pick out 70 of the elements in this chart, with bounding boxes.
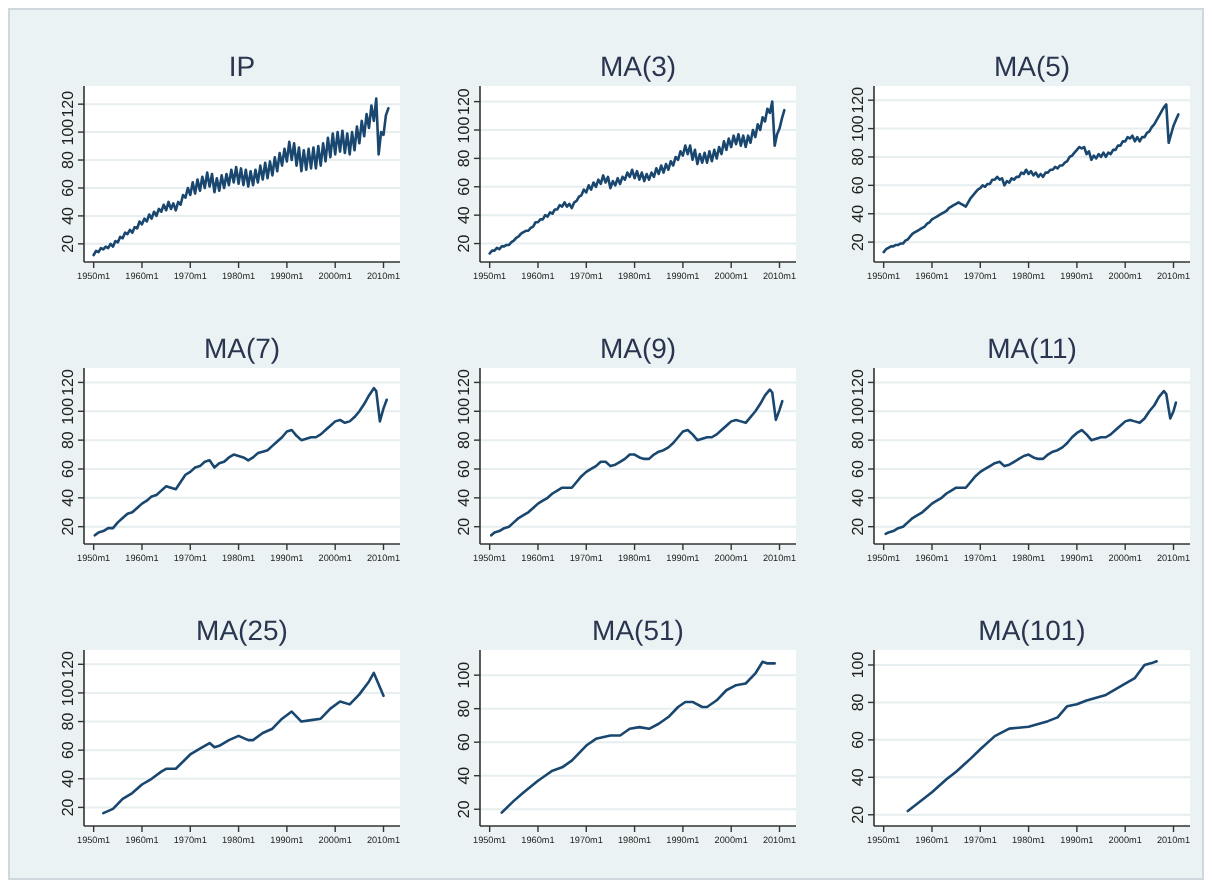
y-tick-label: 60 <box>455 732 473 752</box>
y-tick-label: 40 <box>455 765 473 785</box>
line-series <box>882 103 1180 254</box>
line-series <box>93 386 389 537</box>
line-series <box>92 97 390 257</box>
y-tick-label: 100 <box>59 396 77 425</box>
y-tick-label: 20 <box>455 233 473 253</box>
y-tick-label: 120 <box>849 85 867 114</box>
line-series <box>489 388 784 537</box>
line-series <box>102 671 385 815</box>
y-tick-label: 40 <box>849 767 867 787</box>
y-tick-label: 20 <box>849 232 867 252</box>
line-series <box>906 659 1158 813</box>
y-tick-label: 120 <box>455 367 473 396</box>
y-tick-label: 80 <box>59 150 77 169</box>
y-tick-label: 60 <box>455 176 473 196</box>
chart-title: MA(5) <box>993 50 1071 82</box>
y-tick-label: 40 <box>849 487 867 507</box>
y-tick-label: 60 <box>849 175 867 195</box>
y-tick-label: 20 <box>59 233 77 253</box>
y-tick-label: 120 <box>455 87 473 115</box>
y-tick-label: 100 <box>849 396 867 425</box>
line-series <box>884 389 1178 536</box>
y-tick-label: 40 <box>455 205 473 225</box>
y-tick-label: 80 <box>849 692 867 712</box>
y-tick-label: 60 <box>455 458 473 478</box>
y-tick-label: 100 <box>59 117 77 146</box>
y-tick-label: 80 <box>455 148 473 168</box>
y-tick-label: 100 <box>455 660 473 689</box>
y-tick-label: 40 <box>59 768 77 788</box>
y-tick-label: 120 <box>849 367 867 396</box>
y-tick-label: 80 <box>849 430 867 450</box>
y-tick-label: 20 <box>455 516 473 536</box>
y-tick-label: 80 <box>455 698 473 718</box>
y-tick-label: 20 <box>59 516 77 536</box>
chart-title: MA(51) <box>592 614 684 646</box>
y-tick-label: 100 <box>455 115 473 144</box>
line-series <box>500 660 776 814</box>
y-tick-label: 40 <box>59 205 77 225</box>
y-tick-label: 100 <box>849 650 867 679</box>
y-tick-label: 40 <box>59 487 77 507</box>
chart-title: MA(101) <box>978 614 1086 646</box>
y-tick-label: 100 <box>849 114 867 142</box>
chart-title: MA(11) <box>987 332 1077 364</box>
y-tick-label: 20 <box>59 797 77 817</box>
y-tick-label: 100 <box>59 678 77 707</box>
y-tick-label: 60 <box>59 177 77 197</box>
y-tick-label: 120 <box>59 89 77 118</box>
y-tick-label: 40 <box>849 203 867 223</box>
y-tick-label: 80 <box>59 430 77 450</box>
y-tick-label: 60 <box>849 729 867 749</box>
y-tick-label: 100 <box>455 396 473 425</box>
chart-title: MA(3) <box>599 50 677 82</box>
line-series <box>488 100 786 255</box>
y-tick-label: 60 <box>849 458 867 478</box>
y-tick-label: 20 <box>849 516 867 536</box>
y-tick-label: 20 <box>849 804 867 824</box>
chart-title: MA(7) <box>203 332 281 364</box>
y-tick-label: 120 <box>59 367 77 396</box>
y-tick-label: 60 <box>59 740 77 760</box>
chart-title: IP <box>228 50 256 82</box>
y-tick-label: 80 <box>455 430 473 450</box>
y-tick-label: 40 <box>455 487 473 507</box>
y-tick-label: 60 <box>59 458 77 478</box>
y-tick-label: 80 <box>59 711 77 731</box>
y-tick-label: 80 <box>849 146 867 166</box>
chart-title: MA(9) <box>599 332 677 364</box>
y-tick-label: 120 <box>59 649 77 678</box>
chart-title: MA(25) <box>196 614 288 646</box>
y-tick-label: 20 <box>455 799 473 819</box>
